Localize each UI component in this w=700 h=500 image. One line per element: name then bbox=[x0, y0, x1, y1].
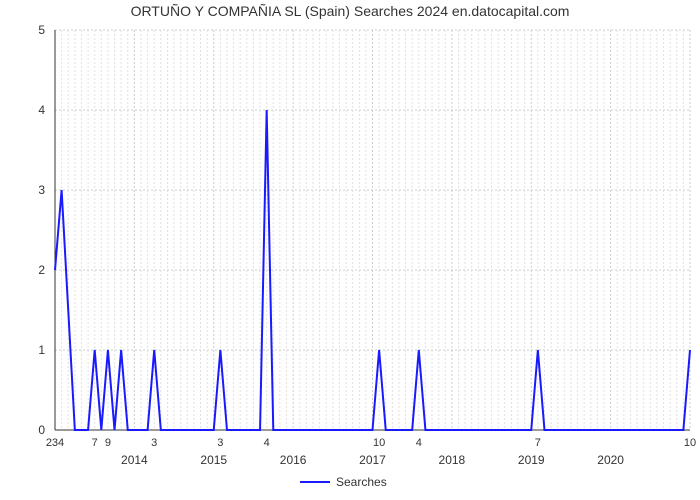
x-year-label: 2017 bbox=[359, 453, 386, 467]
y-tick: 5 bbox=[38, 23, 45, 37]
y-tick: 4 bbox=[38, 103, 45, 117]
x-month-label: 3 bbox=[217, 437, 223, 449]
x-year-label: 2020 bbox=[597, 453, 624, 467]
chart-container: ORTUÑO Y COMPAÑIA SL (Spain) Searches 20… bbox=[0, 0, 700, 500]
x-month-label: 234 bbox=[46, 437, 64, 449]
x-month-label: 7 bbox=[92, 437, 98, 449]
x-month-label: 10 bbox=[373, 437, 385, 449]
x-year-label: 2016 bbox=[280, 453, 307, 467]
legend-label: Searches bbox=[336, 475, 387, 489]
y-tick: 3 bbox=[38, 183, 45, 197]
x-month-label: 4 bbox=[416, 437, 422, 449]
x-month-label: 10 bbox=[684, 437, 696, 449]
chart-svg: ORTUÑO Y COMPAÑIA SL (Spain) Searches 20… bbox=[0, 0, 700, 500]
x-month-label: 3 bbox=[151, 437, 157, 449]
x-year-label: 2015 bbox=[200, 453, 227, 467]
x-year-label: 2019 bbox=[518, 453, 545, 467]
y-tick: 2 bbox=[38, 263, 45, 277]
x-month-label: 9 bbox=[105, 437, 111, 449]
x-month-label: 4 bbox=[264, 437, 270, 449]
chart-title: ORTUÑO Y COMPAÑIA SL (Spain) Searches 20… bbox=[131, 3, 570, 19]
x-year-label: 2018 bbox=[439, 453, 466, 467]
y-tick: 1 bbox=[38, 343, 45, 357]
x-year-label: 2014 bbox=[121, 453, 148, 467]
y-tick: 0 bbox=[38, 423, 45, 437]
x-month-label: 7 bbox=[535, 437, 541, 449]
